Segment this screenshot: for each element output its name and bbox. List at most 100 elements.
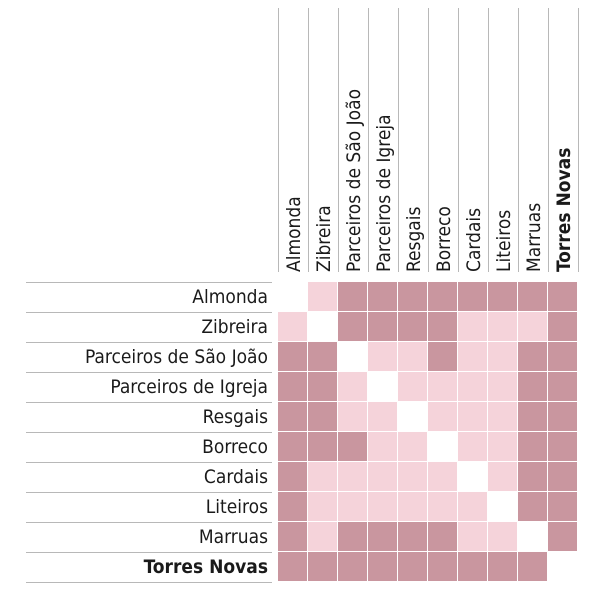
matrix-cell (548, 372, 578, 402)
matrix-cell (278, 312, 308, 342)
matrix-cell (338, 402, 368, 432)
matrix-cell (278, 372, 308, 402)
row-header-label: Zibreira (26, 312, 272, 342)
matrix-cell (548, 492, 578, 522)
matrix-cell (398, 522, 428, 552)
column-header-label: Liteiros (492, 209, 515, 272)
column-header: Almonda (278, 8, 308, 272)
row-header-label: Marruas (26, 522, 272, 552)
matrix-cell (368, 462, 398, 492)
matrix-cell (308, 282, 338, 312)
matrix-cell (368, 372, 398, 402)
matrix-cell (278, 402, 308, 432)
matrix-cell (368, 282, 398, 312)
matrix-cell (428, 312, 458, 342)
matrix-cell (548, 432, 578, 462)
row-header-label: Liteiros (26, 492, 272, 522)
matrix-cell (338, 462, 368, 492)
matrix-cell (308, 522, 338, 552)
matrix-cell (488, 462, 518, 492)
matrix-cell (518, 432, 548, 462)
matrix-cell (488, 282, 518, 312)
matrix-cell (368, 522, 398, 552)
matrix-cell (338, 552, 368, 582)
row-header-label: Borreco (26, 432, 272, 462)
matrix-cell (398, 312, 428, 342)
column-header: Parceiros de São João (338, 8, 368, 272)
column-header: Zibreira (308, 8, 338, 272)
matrix-cell (488, 522, 518, 552)
column-header-label: Torres Novas (552, 147, 575, 272)
matrix-cell (308, 312, 338, 342)
matrix-cell (368, 552, 398, 582)
matrix-cell (368, 402, 398, 432)
matrix-cell (458, 312, 488, 342)
row-header-label: Parceiros de São João (26, 342, 272, 372)
matrix-cell (458, 522, 488, 552)
matrix-cell (458, 342, 488, 372)
matrix-cell (548, 342, 578, 372)
matrix-cell (338, 492, 368, 522)
matrix-cell (398, 492, 428, 522)
matrix-cell (338, 312, 368, 342)
matrix-cell (488, 342, 518, 372)
matrix-cell (518, 552, 548, 582)
matrix-cell (368, 432, 398, 462)
column-header-label: Resgais (402, 206, 425, 272)
matrix-cell (518, 402, 548, 432)
matrix-cell (278, 342, 308, 372)
matrix-cell (458, 402, 488, 432)
matrix-cell (338, 432, 368, 462)
matrix-cell (548, 282, 578, 312)
matrix-cell (548, 402, 578, 432)
matrix-cell (518, 372, 548, 402)
column-header-label: Almonda (282, 196, 305, 272)
matrix-cell (518, 342, 548, 372)
column-header: Liteiros (488, 8, 518, 272)
matrix-cell (338, 342, 368, 372)
matrix-cell (488, 372, 518, 402)
matrix-cell (308, 402, 338, 432)
matrix-cell (278, 432, 308, 462)
matrix-cell (398, 552, 428, 582)
matrix-cell (428, 282, 458, 312)
column-header: Parceiros de Igreja (368, 8, 398, 272)
matrix-cell (428, 432, 458, 462)
matrix-cell (338, 522, 368, 552)
matrix-cell (398, 462, 428, 492)
matrix-cell (458, 462, 488, 492)
matrix-cell (548, 552, 578, 582)
matrix-cell (548, 522, 578, 552)
column-header: Cardais (458, 8, 488, 272)
matrix-cell (338, 282, 368, 312)
matrix-cell (368, 342, 398, 372)
matrix-cell (488, 492, 518, 522)
matrix-cell (368, 492, 398, 522)
column-header-label: Cardais (462, 207, 485, 272)
matrix-cell (518, 522, 548, 552)
matrix-cell (278, 282, 308, 312)
matrix-cell (428, 522, 458, 552)
matrix-cell (398, 282, 428, 312)
column-header: Resgais (398, 8, 428, 272)
column-header: Torres Novas (548, 8, 578, 272)
matrix-cell (488, 552, 518, 582)
matrix-cell (278, 462, 308, 492)
column-header-label: Marruas (522, 202, 545, 272)
matrix-cell (338, 372, 368, 402)
matrix-cell (398, 432, 428, 462)
matrix-cell (458, 432, 488, 462)
row-header-label: Torres Novas (26, 552, 272, 582)
matrix-cell (308, 462, 338, 492)
right-rule (578, 8, 579, 272)
column-header-label: Borreco (432, 206, 455, 272)
column-header: Borreco (428, 8, 458, 272)
matrix-cell (488, 432, 518, 462)
matrix-cell (428, 492, 458, 522)
row-header-label: Almonda (26, 282, 272, 312)
matrix-cell (518, 282, 548, 312)
matrix-cell (518, 462, 548, 492)
matrix-cell (308, 552, 338, 582)
matrix-cell (428, 372, 458, 402)
